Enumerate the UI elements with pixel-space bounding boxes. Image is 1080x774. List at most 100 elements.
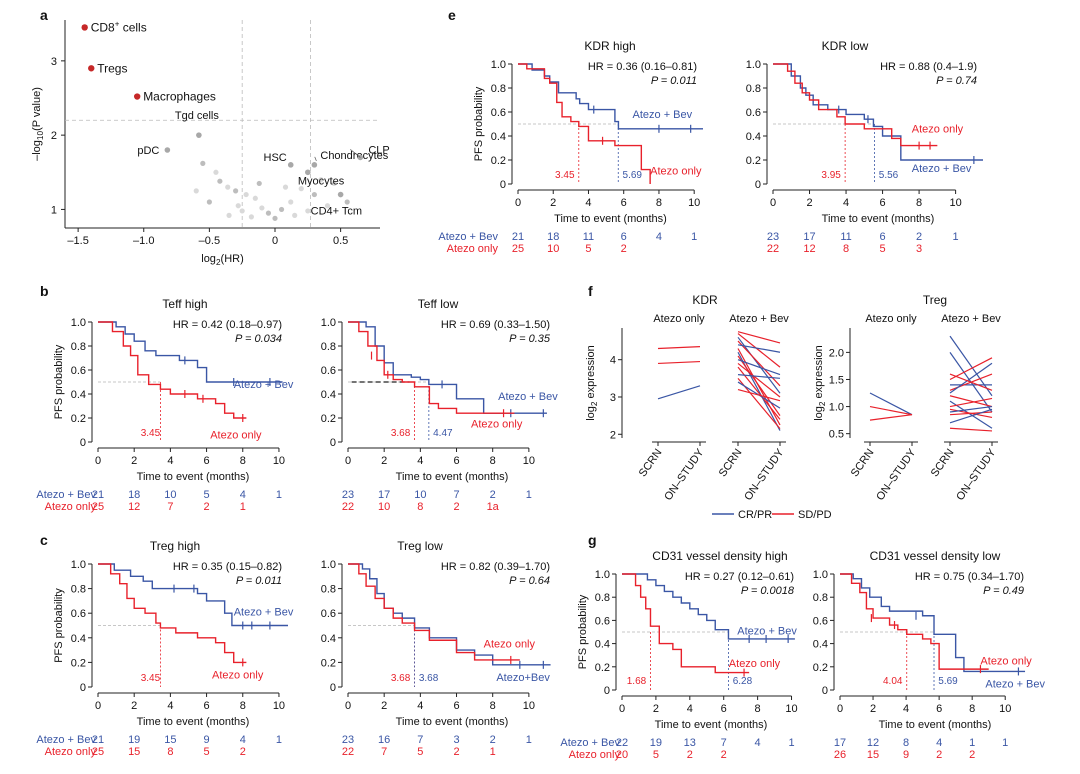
e2-x-axis-label: Time to event (months) — [822, 213, 935, 225]
a-highlight-label: CD8+ cells — [91, 19, 147, 34]
f1-y-axis-label: log2 expression — [585, 345, 599, 421]
b1-x-tick-label: 4 — [167, 455, 173, 467]
b1-risk-count: 1 — [240, 501, 246, 513]
g1-x-tick-label: 8 — [755, 703, 761, 715]
a-point — [248, 214, 254, 220]
c1-series-label: Atezo + Bev — [234, 607, 294, 619]
c1-risk-count: 1 — [276, 734, 282, 746]
f2-pair-line — [949, 395, 993, 408]
e2-risk-count: 17 — [803, 231, 815, 243]
a-point — [243, 191, 249, 198]
c1-series-line — [98, 563, 247, 664]
c1-y-tick-label: 1.0 — [71, 559, 86, 571]
b2-risk-count: 17 — [378, 489, 390, 501]
f1-pair-line — [737, 331, 781, 344]
a-x-axis-label: log2(HR) — [201, 253, 244, 267]
b2-x-tick-label: 4 — [417, 455, 423, 467]
g2-risk-count: 1 — [1002, 737, 1008, 749]
c2-median-label: 3.68 — [391, 673, 411, 684]
a-labeled-point — [287, 162, 294, 168]
g1-hr-text: HR = 0.27 (0.12–0.61) — [685, 571, 794, 583]
a-highlight-point — [88, 65, 95, 72]
panel-letters: a b c e f g — [40, 7, 597, 548]
c2-series-label: Atezo only — [484, 639, 536, 651]
a-x-axis-label-part-3: (HR) — [221, 253, 244, 265]
c2-y-tick-label: 0 — [330, 682, 336, 694]
b2-risk-count: 10 — [378, 501, 390, 513]
a-y-axis-label-part-1: –log — [31, 140, 43, 161]
f2-x-tick-label: SCRN — [849, 447, 877, 479]
a-highlight-point — [133, 93, 141, 100]
c1-risk-count: 19 — [128, 734, 140, 746]
e1-series-label: Atezo + Bev — [633, 109, 693, 121]
c1-risk-count: 5 — [204, 746, 210, 758]
g2-risk-count: 2 — [969, 749, 975, 761]
f1-pair-line — [737, 359, 781, 376]
b1-hr-text: HR = 0.42 (0.18–0.97) — [173, 319, 282, 331]
a-point — [265, 210, 272, 216]
g2-x-tick-label: 6 — [936, 703, 942, 715]
g2-hr-text: HR = 0.75 (0.34–1.70) — [915, 571, 1024, 583]
a-point — [331, 180, 337, 187]
panel-letter-a: a — [40, 7, 48, 23]
b1-risk-count: 5 — [204, 489, 210, 501]
g2-risk-count: 17 — [834, 737, 846, 749]
c2-series-line — [348, 563, 520, 661]
e2-median-label: 5.56 — [879, 170, 899, 181]
a-point-label: CLP — [368, 144, 389, 156]
a-point-label: HSC — [264, 152, 287, 164]
b2-x-axis-label: Time to event (months) — [396, 471, 509, 483]
c2-y-tick-label: 0.8 — [321, 584, 336, 596]
g1-x-tick-label: 4 — [687, 703, 693, 715]
e2-y-tick-label: 1.0 — [746, 59, 761, 71]
g1-y-tick-label: 0.4 — [595, 639, 610, 651]
b1-risk-count: 25 — [92, 501, 104, 513]
e1-x-tick-label: 4 — [585, 197, 591, 209]
b1-series-line — [98, 321, 283, 383]
e1-risk-count: 6 — [621, 231, 627, 243]
f1-x-tick-label: SCRN — [717, 447, 745, 479]
b1-y-tick-label: 1.0 — [71, 317, 86, 329]
a-point — [292, 212, 298, 218]
c2-x-tick-label: 0 — [345, 700, 351, 712]
b1-x-tick-label: 8 — [240, 455, 246, 467]
a-point — [318, 177, 324, 183]
c1-risk-count: 2 — [240, 746, 246, 758]
b2-series-label: Atezo only — [471, 419, 523, 431]
a-x-tick-label: 0 — [272, 235, 278, 247]
f2-x-tick-label: ON–STUDY — [874, 446, 919, 502]
e2-x-tick-label: 8 — [916, 197, 922, 209]
b2-risk-count: 2 — [453, 501, 459, 513]
b2-y-tick-label: 0.8 — [321, 341, 336, 353]
a-clp-leader — [350, 149, 361, 158]
a-point — [324, 203, 331, 209]
f2-pair-line — [869, 414, 913, 421]
b2-risk-count: 1 — [526, 489, 532, 501]
b1-y-tick-label: 0 — [80, 437, 86, 449]
f2-x-tick-label: ON–STUDY — [954, 446, 999, 502]
b2-risk-count: 2 — [490, 489, 496, 501]
b2-x-tick-label: 2 — [381, 455, 387, 467]
f1-title: KDR — [692, 293, 718, 307]
f2-y-axis-label-subscript: 2 — [818, 401, 827, 406]
g2-median-label: 5.69 — [938, 676, 958, 687]
b2-risk-count: 8 — [417, 501, 423, 513]
g1-x-axis-label: Time to event (months) — [655, 719, 768, 731]
g2-title: CD31 vessel density low — [870, 549, 1001, 563]
c1-x-axis-label: Time to event (months) — [137, 716, 250, 728]
a-y-tick-label: 3 — [51, 56, 57, 68]
a-point — [252, 195, 258, 201]
f1-group-title: Atezo + Bev — [729, 313, 789, 325]
e1-y-tick-label: 1.0 — [491, 59, 506, 71]
f2-y-tick-label: 1.5 — [829, 374, 844, 386]
g1-risk-count: 20 — [616, 749, 628, 761]
panel-c-treg-low: Treg low 0 0.2 0.4 0.6 0.8 1.0 0 2 4 6 8 10 Time to e… — [321, 539, 551, 758]
a-y-axis-label: –log10(P value) — [31, 87, 45, 161]
g1-y-tick-label: 0.2 — [595, 662, 610, 674]
b1-risk-count: 4 — [240, 489, 246, 501]
g1-risk-count: 2 — [687, 749, 693, 761]
a-labeled-point — [196, 132, 202, 138]
c2-risk-count: 2 — [490, 734, 496, 746]
c2-y-tick-label: 0.6 — [321, 608, 336, 620]
